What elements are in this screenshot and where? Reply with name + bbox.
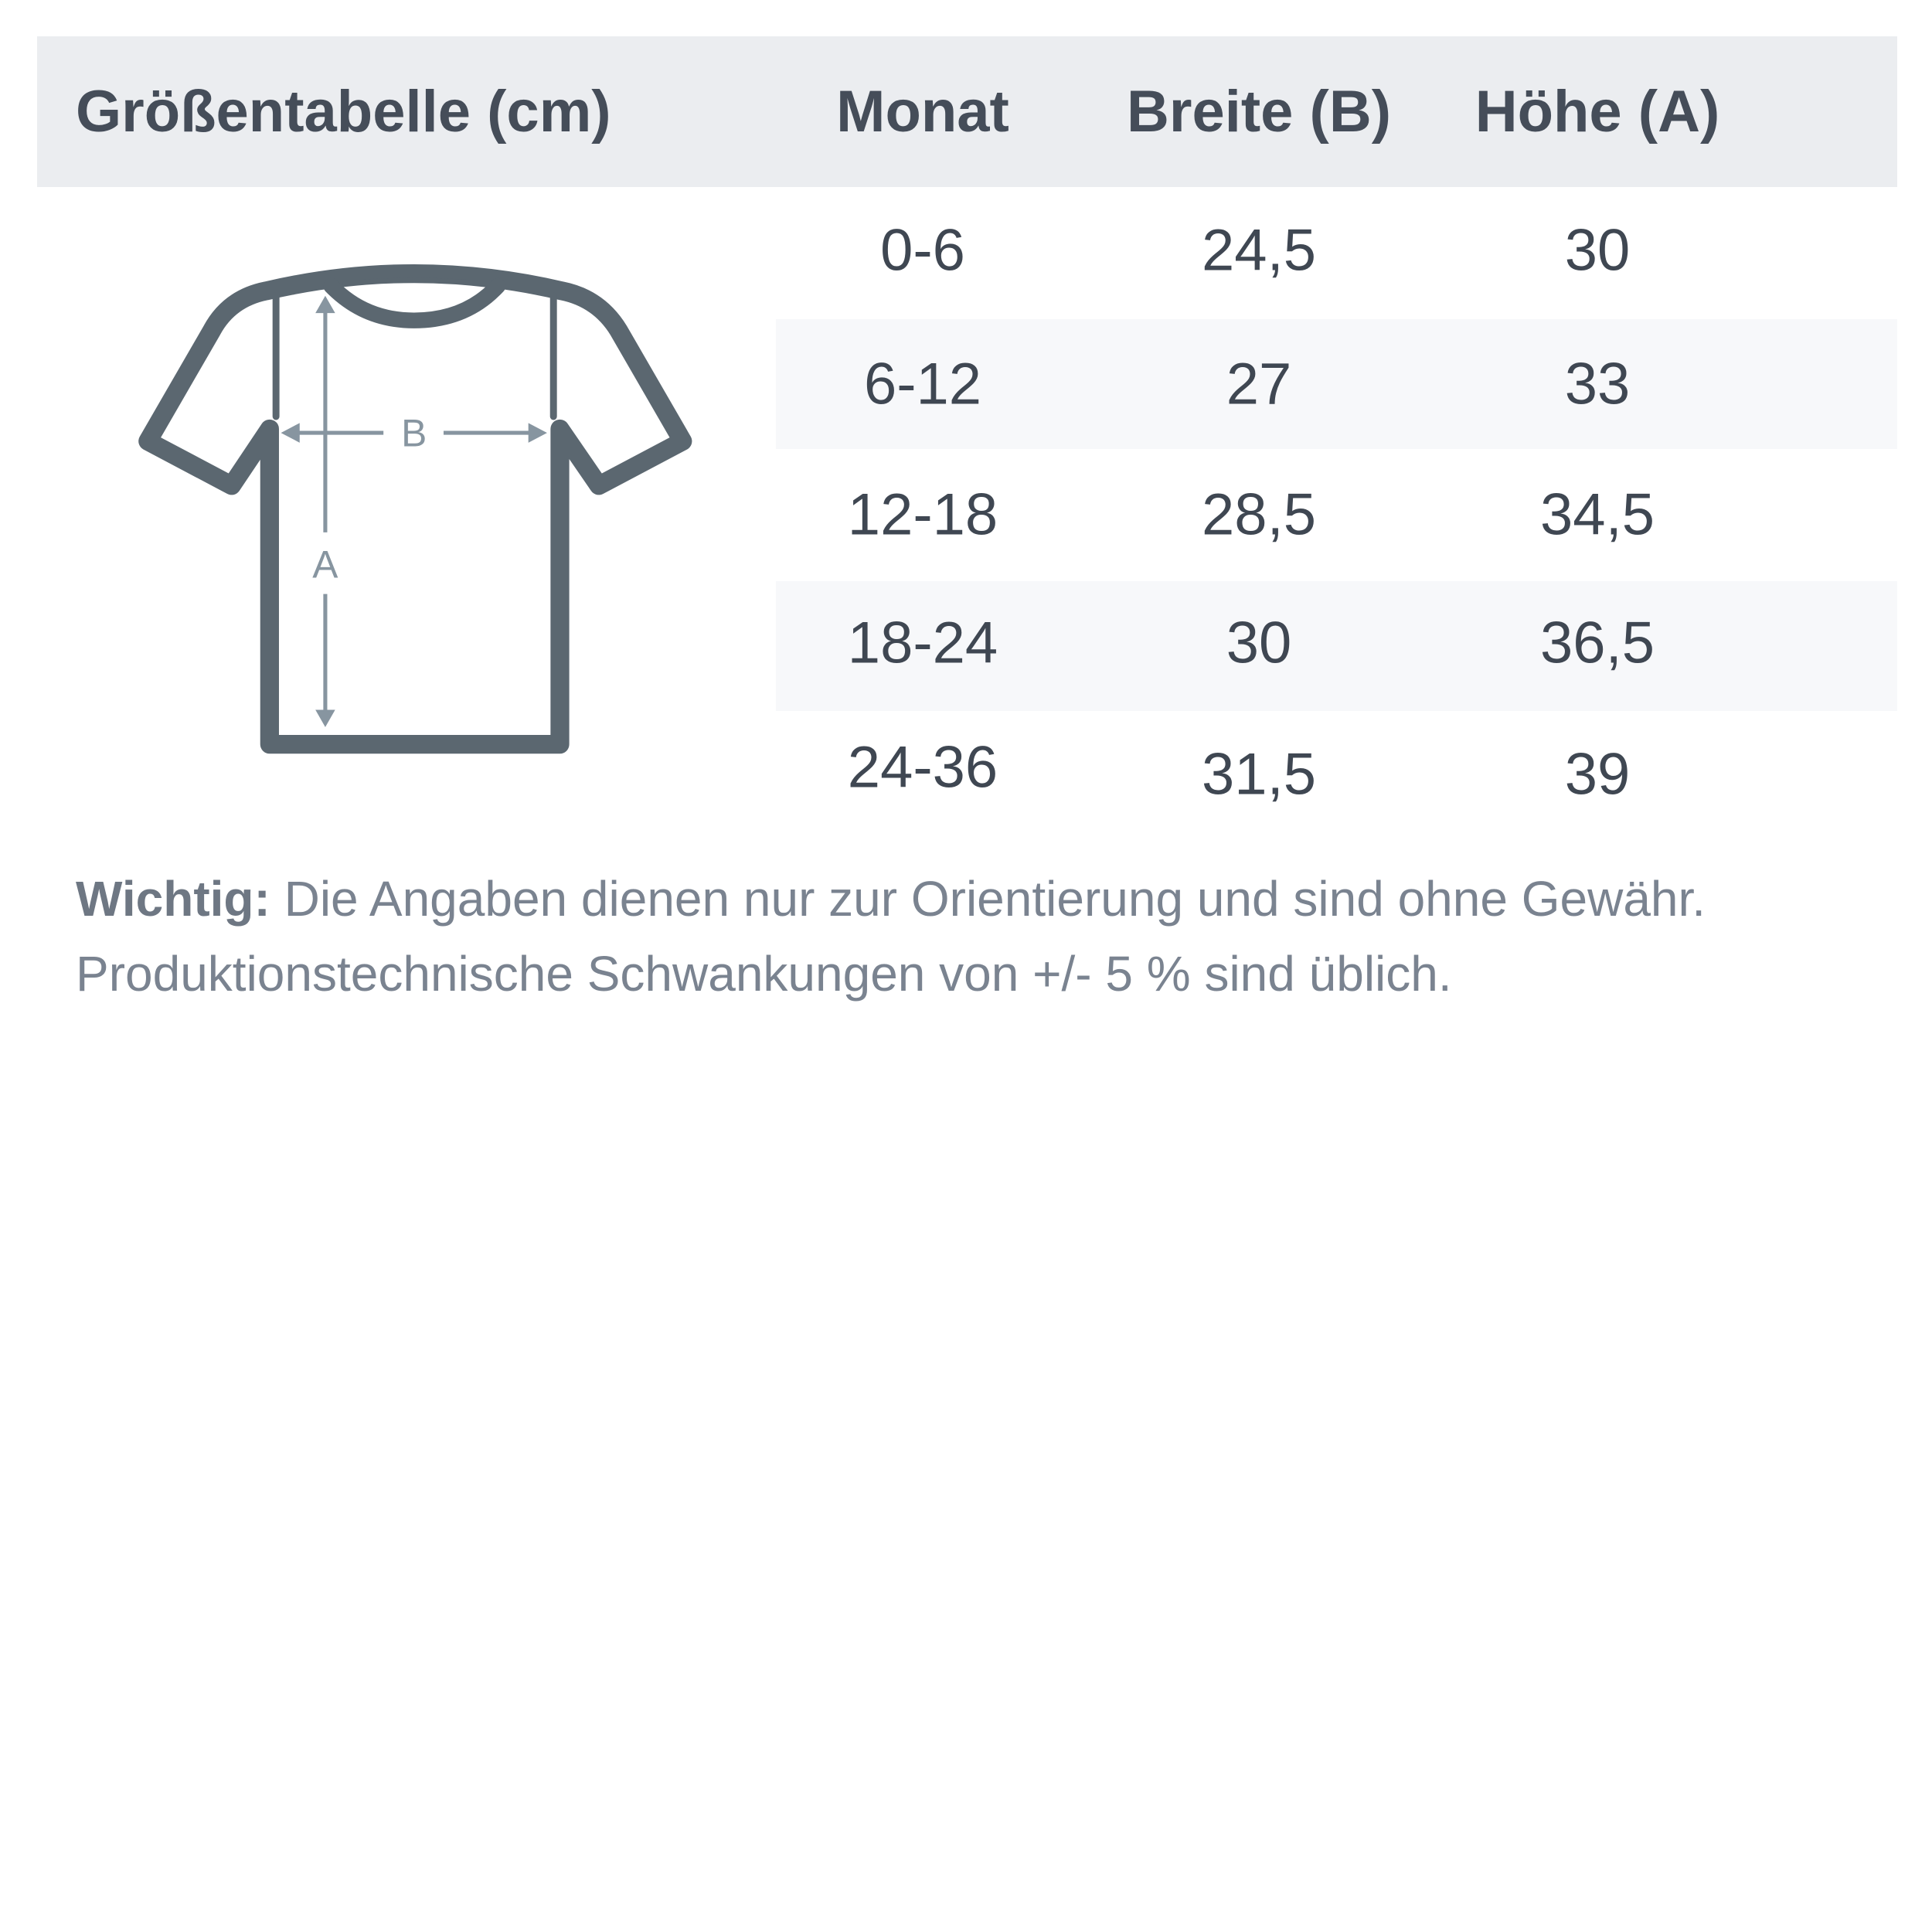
cell-breite: 30 (1226, 610, 1292, 676)
width-label: B (401, 411, 427, 454)
collar (323, 277, 506, 328)
cell-breite: 31,5 (1202, 741, 1316, 808)
cell-breite: 24,5 (1202, 217, 1316, 284)
note-line-1: Die Angaben dienen nur zur Orientierung … (284, 871, 1706, 927)
cell-hoehe: 36,5 (1540, 610, 1655, 676)
note-label: Wichtig: (76, 871, 270, 927)
cell-hoehe: 39 (1564, 741, 1631, 808)
note-line-2: Produktionstechnische Schwankungen von +… (76, 946, 1452, 1002)
column-header-hoehe: Höhe (A) (1475, 79, 1720, 145)
cell-hoehe: 33 (1564, 351, 1631, 417)
cell-monat: 6-12 (863, 351, 982, 417)
column-header-monat: Monat (836, 79, 1009, 145)
row-stripe (776, 581, 1897, 711)
cell-breite: 27 (1226, 351, 1292, 417)
cell-monat: 18-24 (847, 610, 998, 676)
shirt-outline (138, 264, 692, 754)
column-header-breite: Breite (B) (1126, 79, 1392, 145)
cell-breite: 28,5 (1202, 481, 1316, 548)
height-label: A (312, 543, 338, 587)
t-shirt-icon: B A (138, 264, 692, 754)
table-title: Größentabelle (cm) (76, 79, 611, 145)
cell-monat: 0-6 (880, 217, 965, 284)
cell-monat: 12-18 (847, 481, 998, 548)
row-stripe (776, 319, 1897, 449)
collar-inner (342, 277, 486, 287)
table-header: Größentabelle (cm) Monat Breite (B) Höhe… (37, 36, 1897, 187)
cell-hoehe: 34,5 (1540, 481, 1655, 548)
cell-monat: 24-36 (847, 734, 998, 801)
disclaimer-note: Wichtig: Die Angaben dienen nur zur Orie… (76, 862, 1915, 1012)
cell-hoehe: 30 (1564, 217, 1631, 284)
